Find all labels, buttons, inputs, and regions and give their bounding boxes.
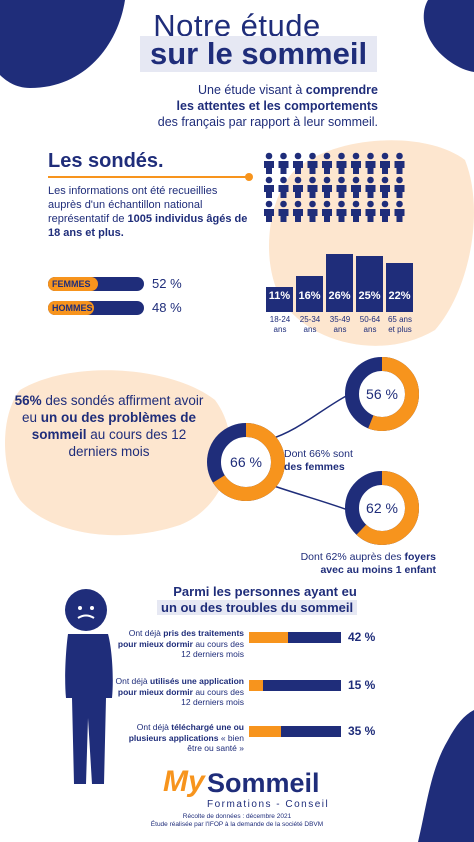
age-bar: 26% <box>326 254 353 312</box>
logo-my: My <box>163 765 205 798</box>
problems-statement: 56% des sondés affirment avoir eu un ou … <box>14 393 204 459</box>
person-icon <box>380 152 390 174</box>
person-icon <box>264 176 274 198</box>
trouble-bar-fill <box>249 680 263 691</box>
donut-label: 56 % <box>366 386 398 402</box>
top-right-blob <box>423 0 474 72</box>
person-icon <box>278 152 289 174</box>
trouble-question: Ont déjà pris des traitements pour mieux… <box>117 628 244 659</box>
person-icon <box>351 176 361 198</box>
trouble-pct: 15 % <box>348 678 376 692</box>
age-label: 65 ans et plus <box>387 315 413 334</box>
trouble-pct: 35 % <box>348 724 376 738</box>
page-title-line2: sur le sommeil <box>140 36 378 72</box>
person-icon <box>278 200 289 222</box>
person-icon <box>365 152 376 174</box>
bottom-right-blob <box>418 710 474 842</box>
gender-pct-femmes: 52 % <box>152 276 182 291</box>
divider <box>48 176 248 178</box>
person-icon <box>336 152 347 174</box>
donut-arc <box>345 471 419 545</box>
gender-bar-femmes: FEMMES <box>48 277 144 291</box>
trouble-bar <box>249 726 341 737</box>
troubles-title-line2: un ou des troubles du sommeil <box>157 600 358 615</box>
logo-sommeil: Sommeil <box>207 768 320 798</box>
person-icon <box>336 176 347 198</box>
gender-bar-fill: FEMMES <box>48 277 98 291</box>
person-icon <box>380 176 390 198</box>
trouble-bar-fill <box>249 726 281 737</box>
donut-bottom: 62 % <box>344 470 420 546</box>
caption-children: Dont 62% auprès des foyers avec au moins … <box>300 551 436 576</box>
donut-arc <box>345 357 419 431</box>
person-icon <box>264 152 274 174</box>
trouble-pct: 42 % <box>348 630 376 644</box>
person-icon <box>264 200 274 222</box>
donut-label: 62 % <box>366 500 398 516</box>
troubles-title-line1: Parmi les personnes ayant eu <box>173 584 357 599</box>
person-icon <box>293 152 303 174</box>
peach-blob-left <box>5 370 231 536</box>
person-icon <box>351 200 361 222</box>
person-icon <box>365 200 376 222</box>
person-icon <box>365 176 376 198</box>
section-heading-sondes: Les sondés. <box>48 150 164 172</box>
gender-bar-fill: HOMMES <box>48 301 95 315</box>
trouble-bar-fill <box>249 632 288 643</box>
person-icon <box>278 176 289 198</box>
person-icon <box>380 200 390 222</box>
logo-subtitle: Formations - Conseil <box>207 799 330 810</box>
donut-label: 66 % <box>230 454 262 470</box>
age-label: 35-49 ans <box>329 315 351 334</box>
person-icon <box>322 176 332 198</box>
intro-text: Une étude visant à comprendre les attent… <box>157 83 378 129</box>
age-label: 18-24 ans <box>269 315 291 334</box>
top-left-blob <box>0 0 125 88</box>
caption-women: Dont 66% sont des femmes <box>284 448 353 473</box>
footer-line2: Étude réalisée par l'IFOP à la demande d… <box>150 821 324 828</box>
trouble-bar <box>249 632 341 643</box>
footer-line1: Récolte de données : décembre 2021 <box>182 813 292 820</box>
donut-main: 66 % <box>206 422 286 502</box>
person-icon <box>394 176 405 198</box>
person-icon <box>307 152 318 174</box>
trouble-bar <box>249 680 341 691</box>
age-label: 25-34 ans <box>299 315 321 334</box>
donut-top: 56 % <box>344 356 420 432</box>
person-icon <box>394 200 405 222</box>
person-icon <box>322 200 332 222</box>
sondes-description: Les informations ont été recueillies aup… <box>48 185 248 239</box>
person-icon <box>307 176 318 198</box>
person-icon <box>293 200 303 222</box>
sad-person-icon <box>65 589 113 784</box>
footer: Récolte de données : décembre 2021 Étude… <box>0 813 474 829</box>
people-grid-icon <box>264 152 405 222</box>
person-icon <box>307 200 318 222</box>
trouble-question: Ont déjà téléchargé une ou plusieurs app… <box>128 722 244 753</box>
person-icon <box>351 152 361 174</box>
age-bar: 16% <box>296 276 323 312</box>
person-icon <box>336 200 347 222</box>
age-bar: 25% <box>356 256 383 312</box>
person-icon <box>322 152 332 174</box>
age-bar: 22% <box>386 263 413 312</box>
trouble-question: Ont déjà utilisés une application pour m… <box>115 676 245 707</box>
gender-bar-hommes: HOMMES <box>48 301 144 315</box>
person-icon <box>394 152 405 174</box>
age-bar: 11% <box>266 287 293 312</box>
age-label: 50-64 ans <box>359 315 381 334</box>
person-icon <box>293 176 303 198</box>
donut-arc <box>207 423 285 501</box>
divider-dot <box>245 173 253 181</box>
gender-pct-hommes: 48 % <box>152 300 182 315</box>
